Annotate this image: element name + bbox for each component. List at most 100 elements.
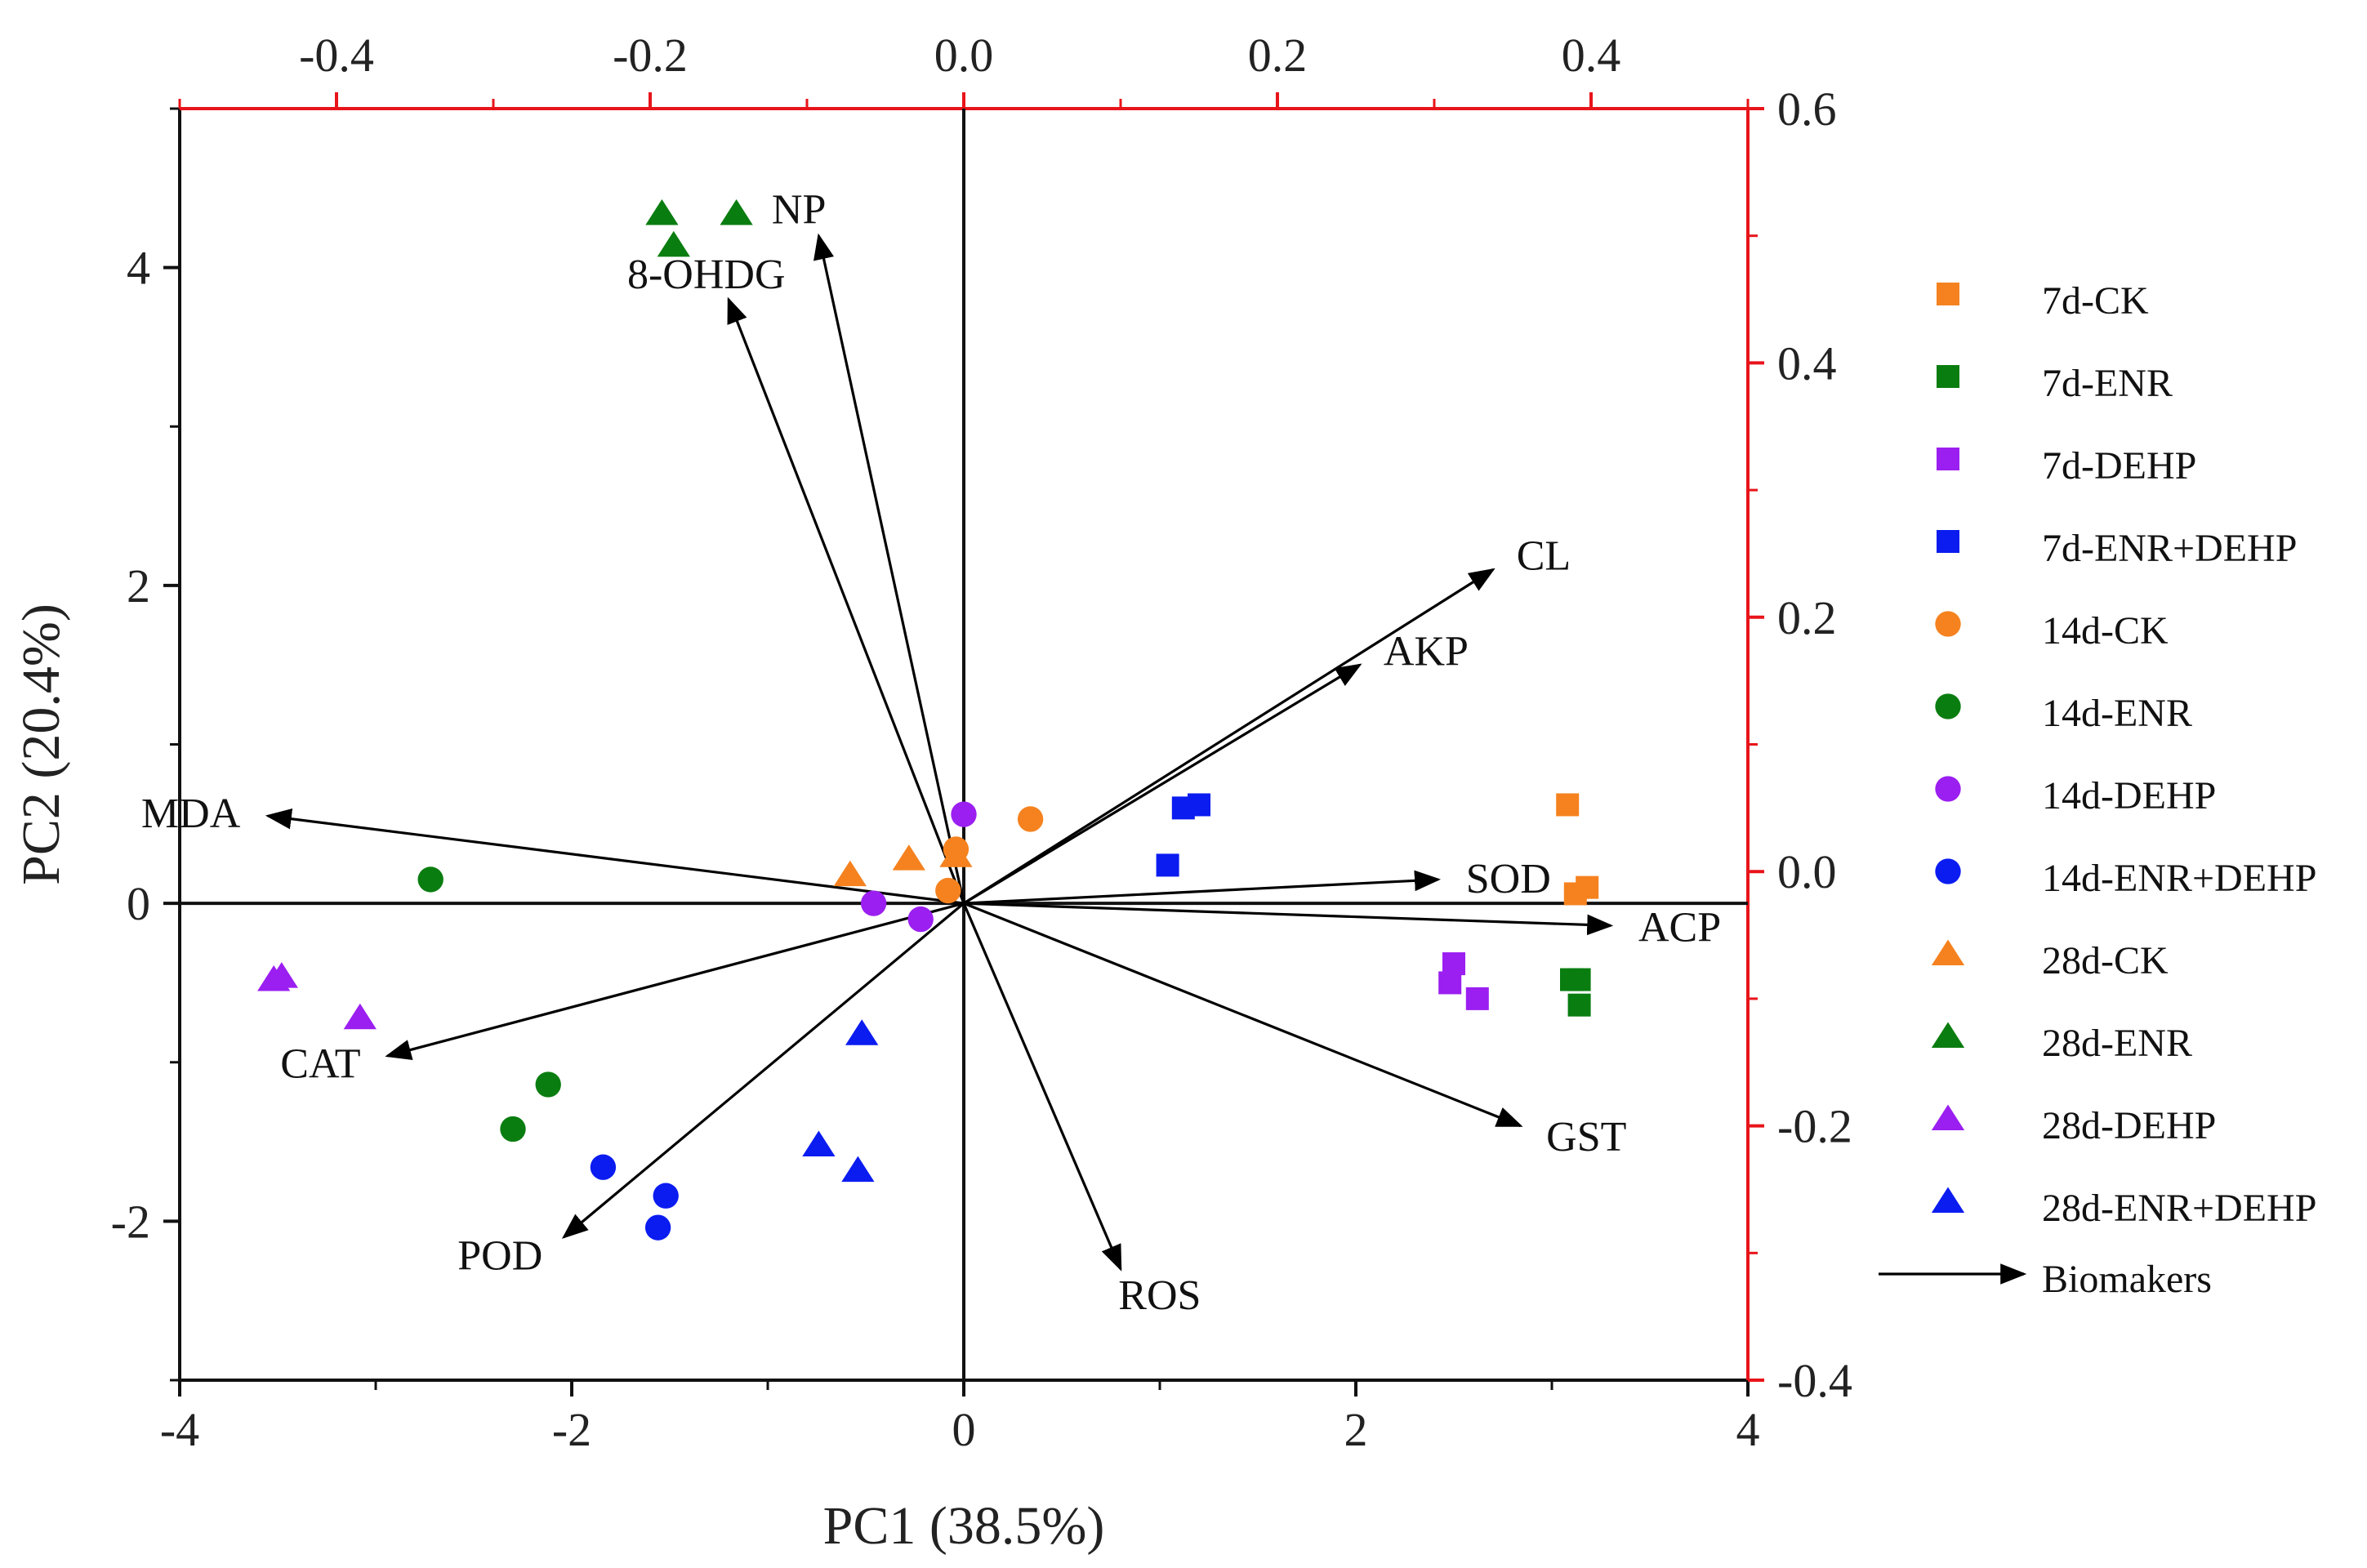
vector-arrow-cl [963, 568, 1496, 905]
data-point [841, 1156, 875, 1183]
data-point [860, 890, 887, 916]
legend-marker [1931, 1104, 1965, 1130]
vector-label-cl: CL [1517, 532, 1571, 579]
plot-frame [178, 107, 1750, 1382]
vector-label-cat: CAT [280, 1041, 360, 1088]
right-tick-label: 0.0 [1777, 845, 1837, 898]
vector-label-np: NP [772, 186, 826, 233]
top-tick-label: 0.4 [1562, 29, 1621, 82]
data-point [535, 1071, 561, 1098]
vector-label-akp: AKP [1384, 629, 1469, 675]
data-point [1438, 971, 1462, 995]
data-point [939, 841, 973, 867]
legend: 7d-CK 7d-ENR 7d-DEHP 7d-ENR+DEHP 14d-CK 14d-E… [1879, 279, 2316, 1301]
data-point [1156, 853, 1179, 877]
legend-label: 28d-CK [2042, 939, 2169, 982]
legend-marker [1937, 365, 1959, 388]
vector-arrow-cat [385, 902, 965, 1060]
legend-marker [1931, 1187, 1965, 1213]
data-point [845, 1019, 879, 1045]
legend-label: 28d-ENR [2042, 1022, 2192, 1065]
vector-label-pod: POD [457, 1233, 542, 1280]
top-tick-label: -0.4 [299, 29, 374, 82]
vector-arrow-sod [963, 870, 1441, 905]
data-point [802, 1130, 836, 1156]
legend-marker [1937, 448, 1959, 470]
legend-marker [1937, 530, 1959, 553]
vector-arrow-akp [963, 663, 1362, 905]
x-tick-label: 4 [1736, 1403, 1760, 1456]
y-tick-label: 4 [127, 242, 150, 295]
data-point [265, 962, 298, 988]
right-tick-label: 0.6 [1777, 82, 1837, 136]
right-tick-label: -0.2 [1777, 1100, 1852, 1153]
legend-vector-label: Biomakers [2042, 1258, 2212, 1301]
y-tick-label: 2 [127, 559, 150, 612]
vector-arrow-ros [962, 902, 1122, 1272]
data-point [1567, 968, 1591, 991]
data-point [1465, 987, 1489, 1010]
legend-label: 14d-ENR [2042, 692, 2192, 735]
data-point [1188, 793, 1210, 817]
data-point [644, 1214, 671, 1241]
vector-label-mda: MDA [141, 791, 241, 837]
top-tick-label: -0.2 [613, 29, 688, 82]
legend-label: 7d-ENR [2042, 362, 2173, 405]
legend-label: 7d-ENR+DEHP [2042, 527, 2297, 570]
top-tick-label: 0.0 [934, 29, 994, 82]
right-tick-label: 0.4 [1777, 336, 1837, 390]
y-tick-label: -2 [111, 1195, 150, 1248]
vector-arrow-acp [963, 902, 1614, 936]
x-tick-label: -4 [160, 1403, 199, 1456]
data-point [657, 230, 690, 257]
data-point [343, 1003, 377, 1030]
data-point [1556, 793, 1580, 817]
vector-arrow-np [814, 233, 965, 904]
data-point [653, 1183, 679, 1209]
y-tick-label: 0 [127, 877, 150, 930]
data-point [1567, 993, 1591, 1017]
data-point [417, 866, 444, 893]
data-point [1017, 806, 1044, 832]
right-tick-label: 0.2 [1777, 591, 1837, 644]
data-point [1442, 952, 1465, 976]
axis-ticks: -4 -2 0 2 4 -2 0 2 4 -0.4 -0.2 0.0 0.2 0.4 -0.4 -0.2 0.0… [111, 29, 1852, 1456]
vector-arrow-mda [265, 808, 965, 905]
vector-arrow-pod [561, 902, 965, 1239]
x-tick-label: 0 [952, 1403, 976, 1456]
loading-vectors: NP 8-OHDG CL AKP MDA SOD ACP CAT GST POD ROS [141, 186, 1721, 1319]
top-tick-label: 0.2 [1248, 29, 1308, 82]
legend-marker [1937, 283, 1959, 305]
x-axis-title: PC1 (38.5%) [823, 1496, 1105, 1556]
vector-label-gst: GST [1546, 1114, 1626, 1160]
legend-label: 7d-DEHP [2042, 444, 2196, 488]
legend-marker [1931, 1022, 1965, 1048]
vector-label-sod: SOD [1466, 856, 1551, 902]
vector-label-acp: ACP [1638, 905, 1721, 951]
vector-label-ros: ROS [1118, 1272, 1201, 1319]
data-point [1576, 875, 1599, 899]
legend-label: 14d-ENR+DEHP [2042, 857, 2316, 900]
data-point [590, 1154, 617, 1180]
legend-label: 28d-DEHP [2042, 1104, 2216, 1147]
data-point [833, 860, 867, 887]
x-tick-label: -2 [552, 1403, 591, 1456]
data-point [951, 801, 977, 827]
vector-arrow-8-ohdg [727, 296, 965, 904]
legend-marker [1931, 939, 1965, 965]
legend-label: 14d-DEHP [2042, 774, 2216, 817]
data-point [935, 877, 961, 904]
data-point [907, 906, 934, 933]
legend-label: 14d-CK [2042, 609, 2169, 653]
data-point [720, 198, 753, 225]
data-point [892, 844, 925, 871]
data-point [500, 1116, 526, 1143]
legend-label: 7d-CK [2042, 279, 2149, 323]
right-tick-label: -0.4 [1777, 1354, 1852, 1407]
legend-marker [1935, 611, 1961, 637]
legend-label: 28d-ENR+DEHP [2042, 1187, 2316, 1230]
vector-label-8-ohdg: 8-OHDG [627, 252, 786, 298]
legend-marker [1935, 776, 1961, 802]
y-axis-title: PC2 (20.4%) [11, 604, 71, 885]
